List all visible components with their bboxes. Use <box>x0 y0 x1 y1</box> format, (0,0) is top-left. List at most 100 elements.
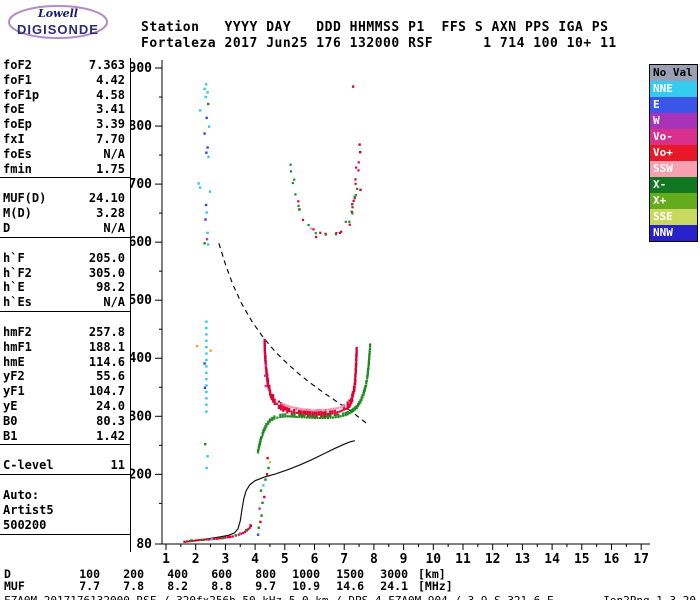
distance-value: 3000 <box>380 567 408 581</box>
autoscaling-info-group: Auto: Artist5 500200 <box>0 488 130 535</box>
axis-tick-label: 80 <box>136 537 152 552</box>
distance-value: 600 <box>211 567 232 581</box>
axis-tick-label: 2 <box>192 552 200 567</box>
param-row-hmf1: hmF1 188.1 <box>0 340 130 355</box>
param-row-d: D N/A <box>0 221 130 236</box>
param-value: 3.41 <box>96 102 125 117</box>
axis-tick-label: 7 <box>340 552 348 567</box>
muf-value: 7.7 <box>79 579 100 593</box>
autoscaling-line-auto: Auto: <box>0 488 130 503</box>
param-value: 205.0 <box>88 250 125 265</box>
param-label: yE <box>3 398 18 413</box>
measurement-header: Station YYYY DAY DDD HHMMSS P1 FFS S AXN… <box>141 20 617 52</box>
param-row-foe: foE 3.41 <box>0 102 130 117</box>
legend-entry-nnw: NNW <box>650 225 697 241</box>
param-label: hmF1 <box>3 339 32 354</box>
legend-entry-vo: Vo+ <box>650 145 697 161</box>
axis-tick-label: 12 <box>485 552 501 567</box>
axis-tick-label: 500 <box>129 293 153 308</box>
param-value: 3.39 <box>96 117 125 132</box>
muf-label: MUF <box>4 579 25 593</box>
legend-entry-x: X- <box>650 177 697 193</box>
muf-value: 10.9 <box>292 579 320 593</box>
axis-tick-label: 200 <box>129 467 153 482</box>
axis-tick-label: 9 <box>400 552 408 567</box>
param-row-fmin: fmin 1.75 <box>0 162 130 177</box>
param-row-b0: B0 80.3 <box>0 414 130 429</box>
param-label: hmE <box>3 354 25 369</box>
header-column-names: Station YYYY DAY DDD HHMMSS P1 FFS S AXN… <box>141 20 609 35</box>
axis-tick-label: 800 <box>129 119 153 134</box>
axis-tick-label: 11 <box>455 552 471 567</box>
footer-line: FZA0M_2017176132000.RSF / 320fx256h 50 k… <box>4 595 696 600</box>
param-row-fof1p: foF1p 4.58 <box>0 88 130 103</box>
param-value: 80.3 <box>96 413 125 428</box>
param-row-hmf2: hmF2 257.8 <box>0 325 130 340</box>
param-value: 305.0 <box>88 265 125 280</box>
param-label: M(D) <box>3 206 32 221</box>
param-row-yf2: yF2 55.6 <box>0 369 130 384</box>
legend-entry-no-val: No Val <box>650 65 697 81</box>
param-label: foEp <box>3 117 32 132</box>
muf-value: 8.8 <box>211 579 232 593</box>
param-value: 7.363 <box>88 58 125 72</box>
param-row-hme: hmE 114.6 <box>0 355 130 370</box>
distance-value: 100 <box>79 567 100 581</box>
axis-tick-label: 300 <box>129 409 153 424</box>
axis-tick-label: 6 <box>311 552 319 567</box>
legend-entry-nne: NNE <box>650 81 697 97</box>
param-value: N/A <box>103 220 125 235</box>
legend-entry-e: E <box>650 97 697 113</box>
param-row-h-f: h`F 205.0 <box>0 251 130 266</box>
param-row-b1: B1 1.42 <box>0 429 130 444</box>
param-row-ye: yE 24.0 <box>0 399 130 414</box>
axis-tick-label: 3 <box>221 552 229 567</box>
axis-tick-label: 900 <box>129 61 153 76</box>
muf-value: 8.2 <box>167 579 188 593</box>
param-value: 104.7 <box>88 384 125 399</box>
axis-tick-label: 700 <box>129 177 153 192</box>
axis-tick-label: 5 <box>281 552 289 567</box>
axis-tick-label: 16 <box>604 552 620 567</box>
param-label: foF2 <box>3 58 32 72</box>
axis-tick-label: 14 <box>544 552 560 567</box>
param-row-muf-d: MUF(D) 24.10 <box>0 191 130 206</box>
param-label: foE <box>3 102 25 117</box>
param-value: 24.10 <box>88 191 125 206</box>
distance-value: 1500 <box>336 567 364 581</box>
muf-value: 7.8 <box>123 579 144 593</box>
muf-value: 9.7 <box>255 579 276 593</box>
param-row-fof2: foF2 7.363 <box>0 58 130 73</box>
param-value: 4.58 <box>96 87 125 102</box>
true-height-profile <box>184 440 356 543</box>
param-value: 11 <box>110 458 125 473</box>
axis-tick-label: 13 <box>515 552 531 567</box>
param-row-h-e: h`E 98.2 <box>0 280 130 295</box>
autoscaling-text: Auto: <box>3 488 40 503</box>
param-value: 1.42 <box>96 428 125 443</box>
distance-value: 400 <box>167 567 188 581</box>
legend-entry-ssw: SSW <box>650 161 697 177</box>
param-label: C-level <box>3 458 54 473</box>
param-row-foep: foEp 3.39 <box>0 117 130 132</box>
param-label: foEs <box>3 146 32 161</box>
param-label: foF1 <box>3 72 32 87</box>
autoscaling-line-artist5: Artist5 <box>0 503 130 518</box>
param-label: fmin <box>3 161 32 176</box>
param-label: h`E <box>3 280 25 295</box>
param-label: MUF(D) <box>3 191 47 206</box>
generator-version: Ion2Png 1.3.20 <box>603 595 696 600</box>
distance-value: 1000 <box>292 567 320 581</box>
axis-tick-label: 15 <box>574 552 590 567</box>
param-value: 257.8 <box>88 324 125 339</box>
file-info: FZA0M_2017176132000.RSF / 320fx256h 50 k… <box>4 595 554 600</box>
legend-entry-sse: SSE <box>650 209 697 225</box>
axis-tick-label: 10 <box>425 552 441 567</box>
axis-tick-label: 4 <box>251 552 259 567</box>
param-label: fxI <box>3 131 25 146</box>
doppler-direction-legend: No Val NNE E W Vo- Vo+ SSW X- X+ SSE NNW <box>649 64 698 242</box>
autoscaling-line-500200: 500200 <box>0 518 130 533</box>
param-value: 55.6 <box>96 369 125 384</box>
